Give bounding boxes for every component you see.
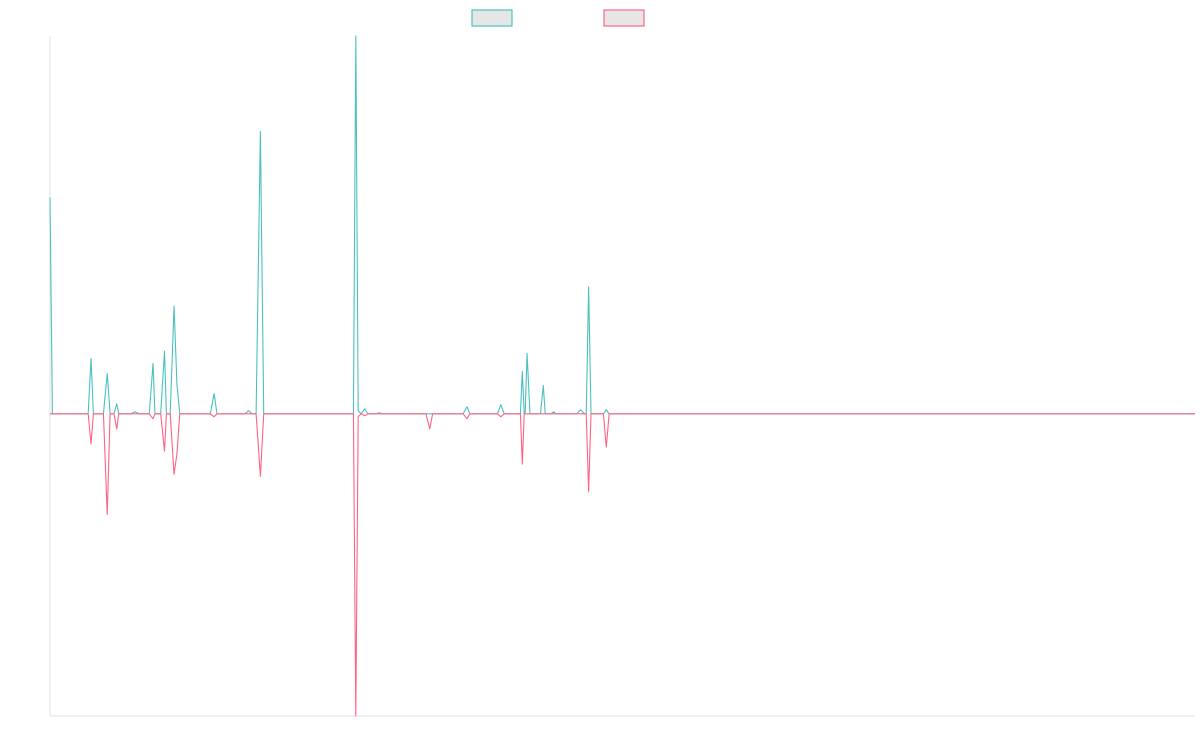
series-layer: [49, 35, 1195, 717]
series-line-2: [50, 413, 1195, 717]
series-line-1: [49, 35, 1195, 415]
legend-swatch-2[interactable]: [603, 9, 645, 27]
legend[interactable]: [471, 9, 645, 27]
legend-swatch-1[interactable]: [471, 9, 513, 27]
